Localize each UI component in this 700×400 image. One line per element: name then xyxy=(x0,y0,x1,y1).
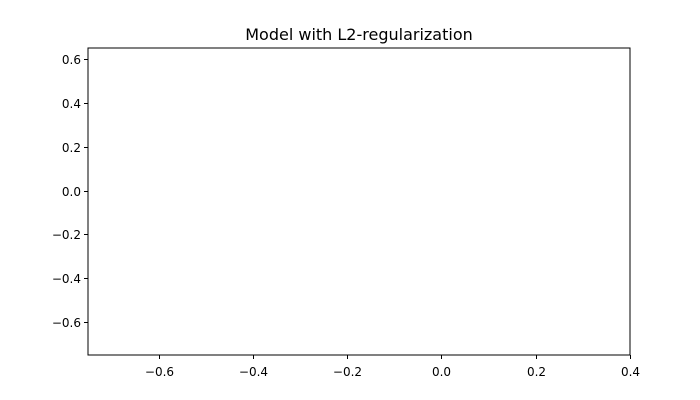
y-tick-label: 0.2 xyxy=(62,141,81,155)
y-tick-label: −0.6 xyxy=(52,316,81,330)
plot-frame xyxy=(87,47,631,356)
x-tick-label: −0.6 xyxy=(145,365,174,379)
y-tick-label: 0.4 xyxy=(62,97,81,111)
x-tick-label: −0.4 xyxy=(239,365,268,379)
x-tick-label: 0.4 xyxy=(621,365,640,379)
x-axis: −0.6 −0.4 −0.2 0.0 0.2 0.4 xyxy=(145,355,640,379)
x-tick-label: 0.2 xyxy=(527,365,546,379)
chart-title: Model with L2-regularization xyxy=(245,25,473,44)
y-tick-label: −0.2 xyxy=(52,228,81,242)
plot-area: −0.6 −0.4 −0.2 0.0 0.2 0.4 0.60.40.20.0−0.2−0… xyxy=(52,47,640,379)
y-tick-label: −0.4 xyxy=(52,272,81,286)
y-tick-label: 0.0 xyxy=(62,185,81,199)
y-axis: 0.6 0.4 0.2 0.0 −0.2 −0.4 −0.6 xyxy=(52,53,88,330)
x-tick-label: 0.0 xyxy=(432,365,451,379)
x-tick-label: −0.2 xyxy=(333,365,362,379)
y-tick-label: 0.6 xyxy=(62,53,81,67)
